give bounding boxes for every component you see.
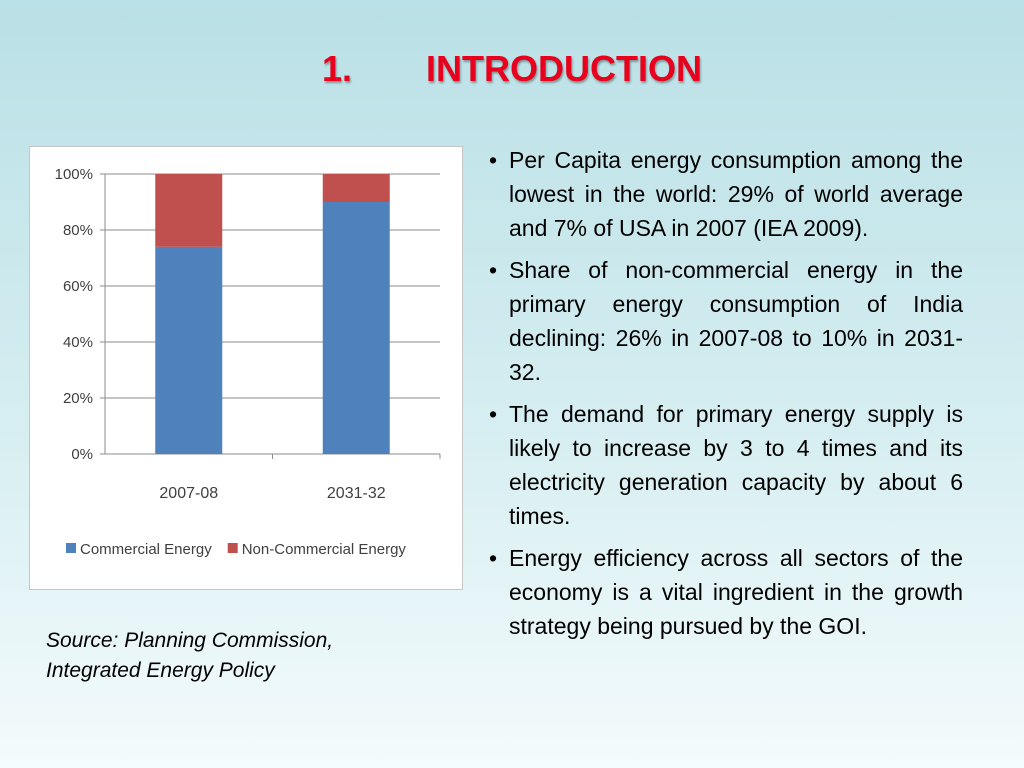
- source-line-2: Integrated Energy Policy: [46, 659, 275, 682]
- source-note: Source: Planning Commission, Integrated …: [46, 626, 446, 686]
- bullet-marker: •: [489, 545, 498, 571]
- legend-label: Commercial Energy: [80, 541, 212, 558]
- bullet-marker: •: [489, 147, 498, 173]
- bar-segment: [322, 174, 390, 202]
- bar-segment: [155, 246, 223, 454]
- legend-swatch: [66, 543, 76, 553]
- y-tick-label: 20%: [63, 390, 93, 407]
- bullet-text: The demand for primary energy supply is …: [509, 401, 963, 529]
- bullet-item: • Share of non-commercial energy in the p…: [489, 253, 963, 389]
- chart-svg: 0% 20% 40% 60% 80% 100% 2007-08 2031-32 Commerci…: [55, 166, 441, 558]
- stacked-bar-chart: 0% 20% 40% 60% 80% 100% 2007-08 2031-32 Commerci…: [29, 146, 463, 590]
- x-tick-label: 2031-32: [327, 485, 386, 502]
- y-tick-label: 0%: [71, 446, 93, 463]
- y-tick-label: 100%: [55, 166, 93, 183]
- bullet-item: • Energy efficiency across all sectors of…: [489, 541, 963, 643]
- bullet-text: Energy efficiency across all sectors of …: [509, 545, 963, 639]
- title-text: INTRODUCTION: [426, 48, 702, 89]
- x-tick-label: 2007-08: [159, 485, 218, 502]
- legend-label: Non-Commercial Energy: [242, 541, 407, 558]
- bar-segment: [322, 202, 390, 454]
- y-tick-label: 80%: [63, 222, 93, 239]
- bullet-item: • Per Capita energy consumption among the…: [489, 143, 963, 245]
- bullet-text: Share of non-commercial energy in the pr…: [509, 257, 963, 385]
- bullet-marker: •: [489, 401, 498, 427]
- source-line-1: Source: Planning Commission,: [46, 629, 334, 652]
- bar-segment: [155, 174, 223, 247]
- y-tick-label: 60%: [63, 278, 93, 295]
- bullet-item: • The demand for primary energy supply is…: [489, 397, 963, 533]
- bullet-list: • Per Capita energy consumption among the…: [489, 143, 963, 651]
- bullet-text: Per Capita energy consumption among the …: [509, 147, 963, 241]
- legend-swatch: [227, 543, 238, 553]
- title-number: 1.: [321, 48, 353, 89]
- bullet-marker: •: [489, 257, 498, 283]
- y-tick-label: 40%: [63, 334, 93, 351]
- slide-title: 1. INTRODUCTION: [0, 48, 1024, 90]
